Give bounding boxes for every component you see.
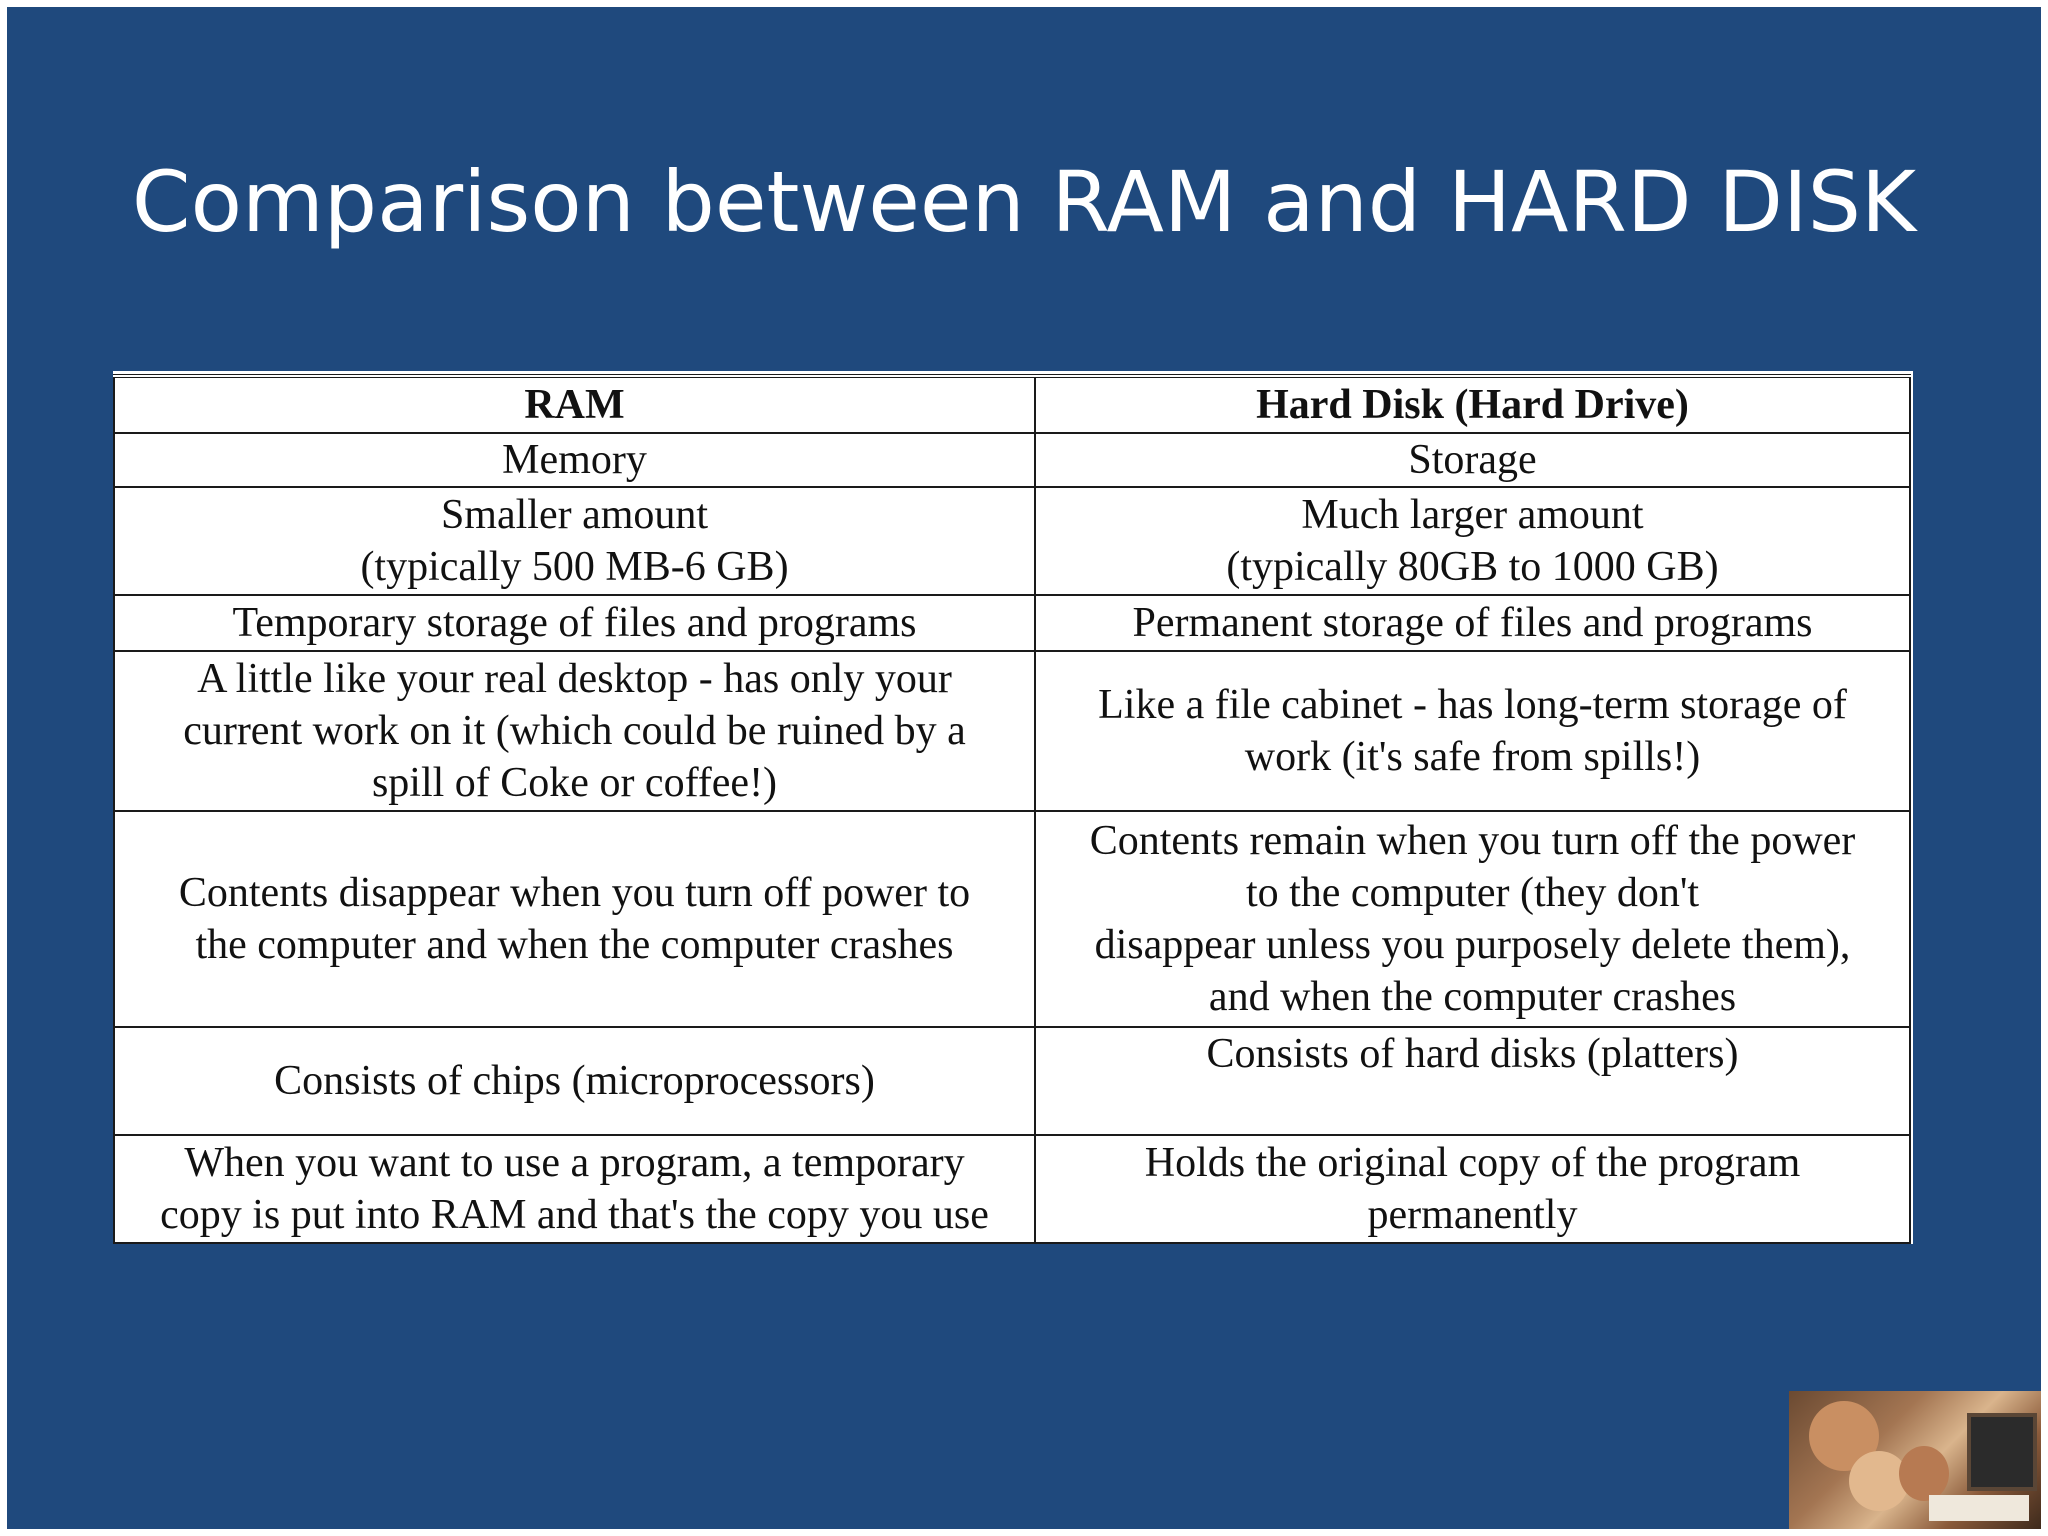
- disk-cell: Storage: [1034, 432, 1911, 488]
- cell-line: Holds the original copy of the program: [1144, 1140, 1801, 1186]
- cell-line: spill of Coke or coffee!): [371, 760, 778, 806]
- cell-line: Much larger amount: [1301, 492, 1644, 538]
- table-row: Temporary storage of files and programs …: [113, 594, 1911, 652]
- family-computer-photo-icon: [1789, 1391, 2041, 1529]
- cell-line: When you want to use a program, a tempor…: [184, 1140, 965, 1186]
- ram-cell: When you want to use a program, a tempor…: [113, 1134, 1036, 1244]
- ram-cell: Memory: [113, 432, 1036, 488]
- ram-cell: Consists of chips (microprocessors): [113, 1026, 1036, 1136]
- comparison-table: RAM Hard Disk (Hard Drive) Memory Storag…: [113, 374, 1911, 1244]
- cell-line: disappear unless you purposely delete th…: [1094, 922, 1851, 968]
- slide: Comparison between RAM and HARD DISK RAM…: [7, 7, 2041, 1529]
- cell-line: A little like your real desktop - has on…: [197, 656, 952, 702]
- cell-line: to the computer (they don't: [1245, 870, 1700, 916]
- cell-line: Smaller amount: [440, 492, 709, 538]
- ram-cell: Contents disappear when you turn off pow…: [113, 810, 1036, 1028]
- disk-cell: Consists of hard disks (platters): [1034, 1026, 1911, 1136]
- comparison-table-container: RAM Hard Disk (Hard Drive) Memory Storag…: [113, 371, 1913, 1244]
- ram-cell: Temporary storage of files and programs: [113, 594, 1036, 652]
- cell-line: Temporary storage of files and programs: [232, 600, 917, 646]
- cell-line: work (it's safe from spills!): [1244, 734, 1701, 780]
- ram-cell: A little like your real desktop - has on…: [113, 650, 1036, 812]
- table-row: Smaller amount (typically 500 MB-6 GB) M…: [113, 486, 1911, 596]
- header-hard-disk: Hard Disk (Hard Drive): [1034, 375, 1911, 434]
- cell-line: permanently: [1367, 1192, 1578, 1238]
- cell-line: copy is put into RAM and that's the copy…: [160, 1192, 989, 1238]
- cell-line: Memory: [502, 437, 647, 483]
- disk-cell: Much larger amount (typically 80GB to 10…: [1034, 486, 1911, 596]
- slide-title: Comparison between RAM and HARD DISK: [131, 153, 1917, 251]
- table-row: Consists of chips (microprocessors) Cons…: [113, 1026, 1911, 1136]
- cell-line: (typically 500 MB-6 GB): [360, 544, 789, 590]
- cell-line: Like a file cabinet - has long-term stor…: [1098, 682, 1847, 728]
- table-header-row: RAM Hard Disk (Hard Drive): [113, 375, 1911, 434]
- disk-cell: Holds the original copy of the program p…: [1034, 1134, 1911, 1244]
- disk-cell: Contents remain when you turn off the po…: [1034, 810, 1911, 1028]
- cell-line: and when the computer crashes: [1208, 974, 1737, 1020]
- cell-line: Consists of hard disks (platters): [1206, 1031, 1739, 1077]
- header-ram: RAM: [113, 375, 1036, 434]
- disk-cell: Permanent storage of files and programs: [1034, 594, 1911, 652]
- cell-line: (typically 80GB to 1000 GB): [1226, 544, 1719, 590]
- ram-cell: Smaller amount (typically 500 MB-6 GB): [113, 486, 1036, 596]
- table-row: Contents disappear when you turn off pow…: [113, 810, 1911, 1028]
- cell-line: Permanent storage of files and programs: [1132, 600, 1813, 646]
- cell-line: the computer and when the computer crash…: [195, 922, 954, 968]
- disk-cell: Like a file cabinet - has long-term stor…: [1034, 650, 1911, 812]
- table-row: When you want to use a program, a tempor…: [113, 1134, 1911, 1244]
- table-row: Memory Storage: [113, 432, 1911, 488]
- cell-line: Storage: [1408, 437, 1537, 483]
- cell-line: current work on it (which could be ruine…: [183, 708, 966, 754]
- table-row: A little like your real desktop - has on…: [113, 650, 1911, 812]
- cell-line: Contents remain when you turn off the po…: [1089, 818, 1856, 864]
- cell-line: Contents disappear when you turn off pow…: [178, 870, 971, 916]
- cell-line: Consists of chips (microprocessors): [274, 1058, 875, 1104]
